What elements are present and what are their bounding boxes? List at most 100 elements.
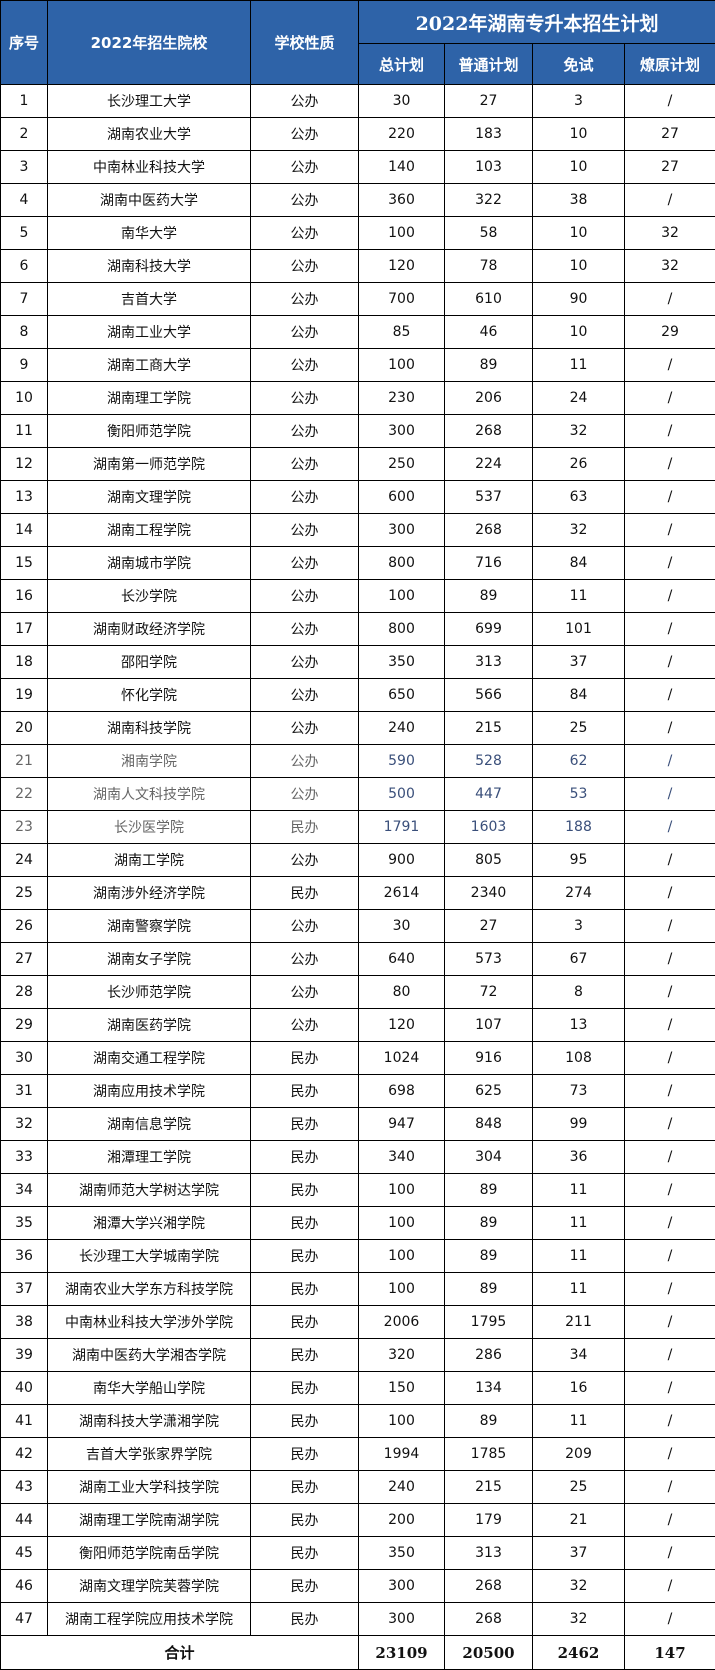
cell-index: 12 — [1, 448, 48, 481]
cell-regular: 46 — [445, 316, 533, 349]
cell-veteran: / — [625, 1009, 715, 1042]
cell-type: 公办 — [251, 316, 359, 349]
cell-veteran: / — [625, 943, 715, 976]
cell-exempt: 10 — [533, 250, 625, 283]
cell-index: 5 — [1, 217, 48, 250]
cell-regular: 89 — [445, 1240, 533, 1273]
cell-school: 湖南应用技术学院 — [48, 1075, 251, 1108]
cell-school: 湖南中医药大学 — [48, 184, 251, 217]
cell-type: 公办 — [251, 415, 359, 448]
cell-type: 民办 — [251, 877, 359, 910]
cell-index: 6 — [1, 250, 48, 283]
cell-exempt: 25 — [533, 712, 625, 745]
header-regular: 普通计划 — [445, 44, 533, 85]
total-label: 合计 — [1, 1636, 359, 1670]
cell-total: 320 — [359, 1339, 445, 1372]
cell-index: 31 — [1, 1075, 48, 1108]
cell-type: 公办 — [251, 118, 359, 151]
cell-total: 240 — [359, 712, 445, 745]
cell-regular: 1785 — [445, 1438, 533, 1471]
cell-exempt: 26 — [533, 448, 625, 481]
cell-type: 民办 — [251, 1603, 359, 1636]
cell-exempt: 11 — [533, 1405, 625, 1438]
cell-type: 民办 — [251, 1075, 359, 1108]
cell-total: 500 — [359, 778, 445, 811]
cell-school: 湖南人文科技学院 — [48, 778, 251, 811]
cell-regular: 72 — [445, 976, 533, 1009]
cell-total: 700 — [359, 283, 445, 316]
cell-type: 民办 — [251, 1471, 359, 1504]
cell-veteran: / — [625, 184, 715, 217]
cell-veteran: 27 — [625, 118, 715, 151]
cell-index: 9 — [1, 349, 48, 382]
cell-regular: 537 — [445, 481, 533, 514]
cell-regular: 268 — [445, 1603, 533, 1636]
cell-exempt: 21 — [533, 1504, 625, 1537]
cell-exempt: 95 — [533, 844, 625, 877]
cell-type: 公办 — [251, 910, 359, 943]
cell-veteran: / — [625, 976, 715, 1009]
cell-veteran: / — [625, 1603, 715, 1636]
cell-veteran: / — [625, 1537, 715, 1570]
cell-exempt: 211 — [533, 1306, 625, 1339]
cell-school: 湖南理工学院南湖学院 — [48, 1504, 251, 1537]
cell-total: 640 — [359, 943, 445, 976]
cell-veteran: / — [625, 778, 715, 811]
cell-regular: 103 — [445, 151, 533, 184]
cell-index: 4 — [1, 184, 48, 217]
cell-type: 公办 — [251, 778, 359, 811]
cell-regular: 215 — [445, 712, 533, 745]
cell-index: 32 — [1, 1108, 48, 1141]
cell-exempt: 32 — [533, 1570, 625, 1603]
cell-total: 100 — [359, 217, 445, 250]
cell-type: 民办 — [251, 1273, 359, 1306]
cell-total: 900 — [359, 844, 445, 877]
cell-veteran: 29 — [625, 316, 715, 349]
cell-school: 湖南中医药大学湘杏学院 — [48, 1339, 251, 1372]
cell-veteran: / — [625, 1438, 715, 1471]
cell-index: 37 — [1, 1273, 48, 1306]
cell-total: 100 — [359, 1174, 445, 1207]
cell-index: 21 — [1, 745, 48, 778]
cell-veteran: / — [625, 349, 715, 382]
cell-regular: 27 — [445, 910, 533, 943]
cell-total: 100 — [359, 580, 445, 613]
cell-exempt: 53 — [533, 778, 625, 811]
cell-regular: 89 — [445, 580, 533, 613]
cell-school: 湖南涉外经济学院 — [48, 877, 251, 910]
cell-total: 350 — [359, 1537, 445, 1570]
cell-total: 350 — [359, 646, 445, 679]
cell-type: 公办 — [251, 250, 359, 283]
cell-school: 湖南师范大学树达学院 — [48, 1174, 251, 1207]
cell-school: 衡阳师范学院 — [48, 415, 251, 448]
cell-type: 公办 — [251, 349, 359, 382]
cell-veteran: / — [625, 85, 715, 118]
cell-veteran: / — [625, 1174, 715, 1207]
cell-exempt: 11 — [533, 1273, 625, 1306]
cell-type: 民办 — [251, 1537, 359, 1570]
cell-exempt: 32 — [533, 415, 625, 448]
cell-exempt: 3 — [533, 85, 625, 118]
cell-regular: 625 — [445, 1075, 533, 1108]
cell-index: 10 — [1, 382, 48, 415]
cell-exempt: 11 — [533, 1174, 625, 1207]
cell-exempt: 10 — [533, 217, 625, 250]
cell-regular: 1603 — [445, 811, 533, 844]
cell-veteran: / — [625, 679, 715, 712]
cell-type: 公办 — [251, 646, 359, 679]
cell-veteran: / — [625, 1141, 715, 1174]
cell-total: 100 — [359, 349, 445, 382]
header-veteran: 燎原计划 — [625, 44, 715, 85]
